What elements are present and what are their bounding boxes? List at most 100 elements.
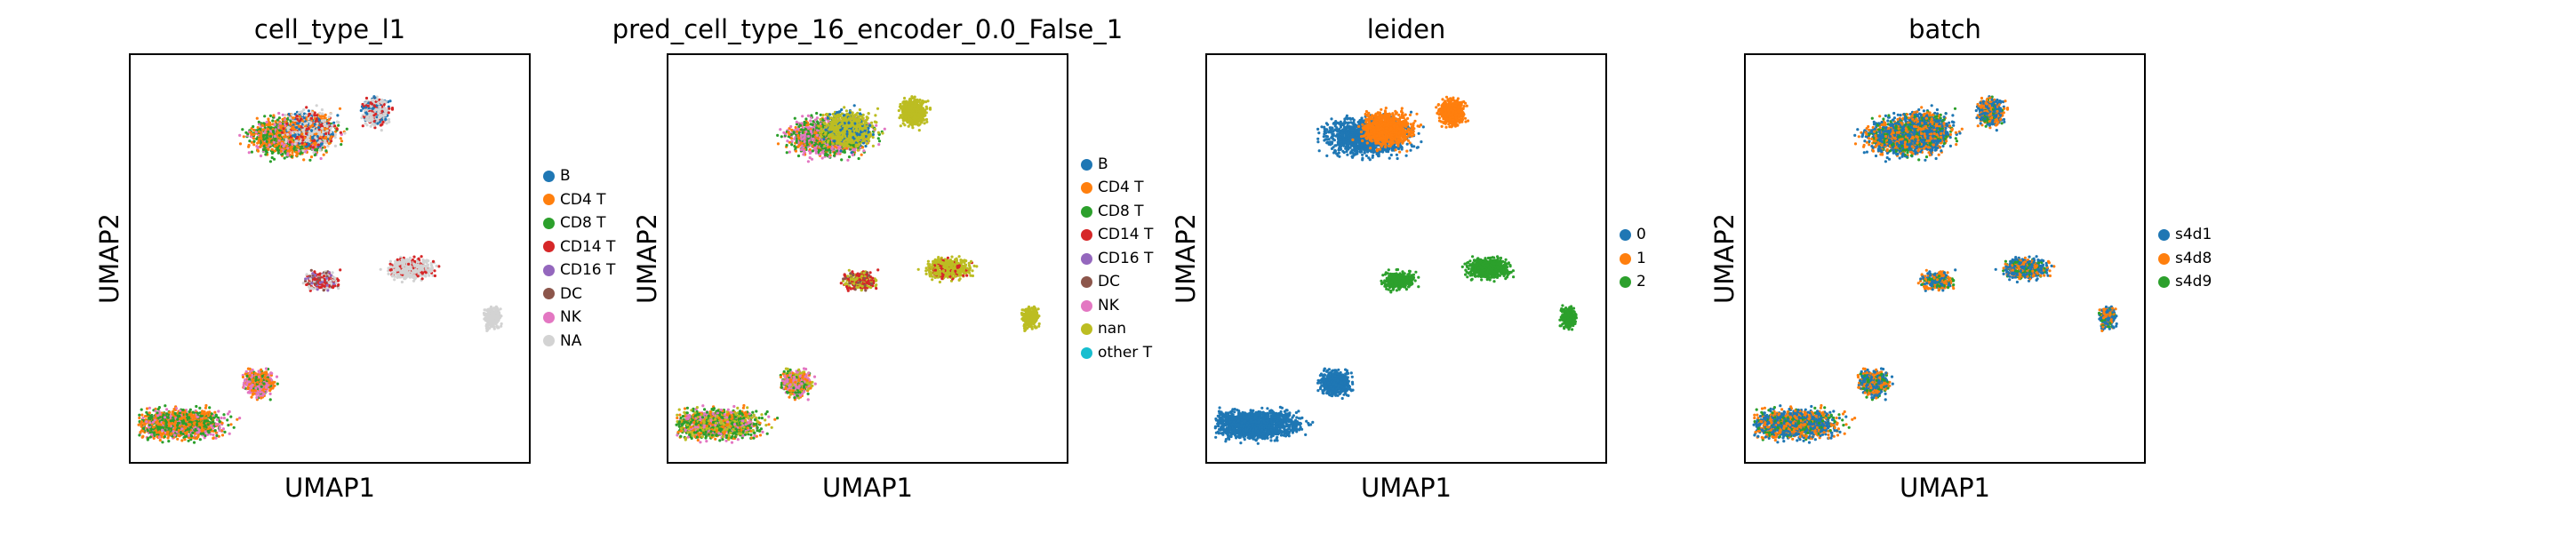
cell-point [228,410,231,414]
cell-point [162,432,165,435]
cell-point [388,107,391,110]
cell-point [309,121,313,124]
cell-point [181,422,185,426]
cell-point [150,415,154,418]
cell-point [242,135,245,139]
cell-point [308,158,312,162]
cell-point [324,139,327,143]
cell-point [138,416,141,420]
cell-point [204,434,207,438]
cell-point [305,131,308,136]
cell-point [293,142,297,146]
cell-point [270,147,274,151]
cell-point [201,410,204,413]
cell-point [345,127,348,131]
cell-point [320,143,324,147]
cell-point [217,410,220,413]
cell-point [181,411,185,415]
cell-point [184,423,188,426]
cell-point [262,133,266,137]
cell-point [247,151,251,155]
cell-point [254,378,258,381]
cell-point [196,415,199,418]
cell-point [156,423,160,426]
cell-point [326,135,330,139]
cell-point [323,122,326,126]
cell-point [180,439,184,442]
cell-point [301,139,305,142]
cell-point [309,129,314,132]
cell-point [148,435,152,439]
cell-point [169,426,172,430]
cell-point [248,391,252,394]
cell-point [141,426,146,430]
cell-point [270,155,274,160]
cell-point [158,426,162,429]
cell-point [272,157,276,161]
cell-point [304,114,308,117]
cell-point [380,109,384,113]
cell-point [150,433,154,436]
cell-point [173,420,178,424]
cell-point [157,435,161,439]
cell-point [361,124,364,128]
cell-point [172,430,175,434]
plot-area [129,53,531,464]
cell-point [171,421,174,426]
cell-point [270,151,274,155]
cell-point [176,437,180,441]
cell-point [255,137,259,140]
cell-point [161,415,164,419]
cell-point [140,413,144,417]
cell-point [260,396,263,400]
cell-point [213,410,217,414]
cell-point [223,430,227,434]
cell-point [298,149,301,153]
cell-point [173,423,177,426]
cell-point [329,130,332,134]
cell-point [180,432,183,435]
cell-point [327,142,331,146]
cell-point [278,137,282,140]
cell-point [156,434,159,439]
cell-point [142,423,146,426]
cell-point [256,146,260,149]
cell-point [300,135,304,139]
cell-point [164,428,167,432]
cell-point [268,160,272,163]
cell-point [158,412,162,416]
cell-point [195,404,198,409]
cell-point [320,107,324,112]
cell-point [188,410,191,414]
cell-point [295,151,299,155]
cell-point [207,431,211,434]
cell-point [202,432,205,435]
cell-point [276,382,279,386]
cell-point [212,426,215,430]
cell-point [313,114,316,117]
cell-point [264,133,268,137]
cell-point [285,132,290,136]
cell-point [313,123,316,126]
cell-point [390,107,395,111]
cell-point [140,408,143,411]
cell-point [252,132,255,137]
cell-point [141,434,145,438]
cell-point [308,132,311,136]
cell-point [380,129,383,132]
cell-point [212,433,215,437]
cell-point [267,130,270,133]
cell-point [253,389,257,393]
cell-point [179,409,182,412]
cell-point [180,417,184,420]
cell-point [191,410,195,414]
cell-point [300,110,304,114]
cell-point [268,114,272,117]
cell-point [204,430,207,434]
cell-point [257,139,260,143]
cell-point [300,141,304,145]
cell-point [188,427,191,431]
cell-point [277,133,282,137]
cell-point [282,135,285,139]
cell-point [260,385,263,388]
